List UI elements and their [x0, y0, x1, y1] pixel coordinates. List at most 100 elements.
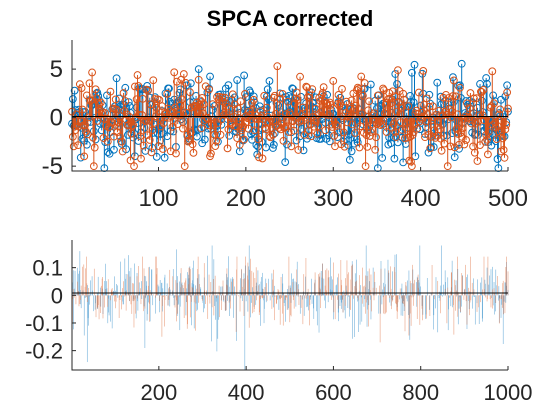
stem-marker — [453, 110, 462, 119]
stem-marker — [184, 137, 193, 146]
stem-marker — [160, 153, 169, 162]
x-tick-label: 800 — [402, 380, 439, 405]
stem-marker — [295, 118, 304, 126]
stem-marker — [342, 97, 351, 106]
stem-marker — [345, 155, 354, 164]
stem-marker — [163, 89, 172, 98]
stem-marker — [332, 122, 341, 130]
stem-marker — [129, 121, 138, 130]
stem-marker — [443, 162, 452, 171]
stem-marker — [427, 143, 436, 152]
stem-marker — [95, 100, 103, 109]
stem-marker — [89, 162, 98, 171]
stem-marker — [172, 149, 180, 158]
y-tick-label: -0.2 — [25, 339, 63, 364]
stem-marker — [339, 128, 348, 137]
stem-marker — [347, 147, 356, 156]
stem-marker — [313, 129, 322, 138]
x-tick-label: 1000 — [484, 380, 533, 405]
stem-marker — [143, 81, 152, 90]
stem-marker — [143, 131, 152, 139]
stem-marker — [489, 91, 498, 100]
stem-marker — [391, 127, 400, 136]
stem-marker — [455, 144, 463, 153]
stem-marker — [133, 71, 142, 79]
stem-marker — [423, 110, 432, 119]
stem-marker — [112, 74, 121, 83]
stem-marker — [235, 140, 244, 149]
stem-marker — [271, 109, 280, 118]
stem-marker — [101, 138, 110, 147]
stem-marker — [267, 115, 276, 124]
stem-marker — [263, 85, 272, 94]
stem-marker — [410, 60, 419, 69]
stem-marker — [217, 115, 226, 124]
stem-marker — [483, 79, 491, 88]
stem-marker — [151, 95, 159, 103]
stem-marker — [82, 140, 91, 149]
bottom-stems — [71, 245, 509, 370]
stem-marker — [249, 95, 258, 104]
stem-marker — [88, 68, 96, 77]
stem-marker — [479, 85, 488, 94]
stem-marker — [171, 103, 180, 112]
stem-marker — [482, 74, 491, 82]
top-ticks: 100 200 300 400 500 5 0 -5 — [42, 56, 528, 212]
stem-marker — [156, 136, 165, 145]
stem-marker — [373, 91, 382, 100]
stem-marker — [112, 105, 121, 114]
stem-marker — [221, 93, 229, 102]
stem-marker — [224, 81, 233, 90]
stem-marker — [137, 154, 145, 163]
stem-marker — [111, 95, 120, 104]
stem-marker — [435, 125, 444, 134]
stem-marker — [413, 124, 422, 133]
stem-marker — [108, 118, 117, 127]
stem-marker — [293, 96, 302, 104]
stem-marker — [90, 143, 99, 152]
stem-marker — [290, 126, 298, 135]
stem-marker — [170, 68, 179, 77]
stem-marker — [398, 125, 407, 134]
stem-marker — [428, 102, 437, 111]
stem-marker — [359, 91, 367, 100]
stem-marker — [175, 88, 184, 97]
stem-marker — [77, 84, 86, 92]
stem-marker — [117, 137, 126, 146]
stem-marker — [254, 135, 263, 144]
stem-marker — [152, 152, 161, 161]
stem-marker — [147, 148, 156, 157]
stem-marker — [91, 85, 100, 94]
stem-marker — [366, 128, 375, 136]
x-tick-label: 400 — [228, 380, 265, 405]
stem-marker — [284, 128, 293, 136]
stem-marker — [470, 94, 478, 103]
stem-marker — [422, 94, 431, 103]
stem-marker — [118, 147, 127, 156]
stem-marker — [400, 95, 408, 104]
stem-marker — [437, 146, 446, 155]
stem-marker — [431, 133, 440, 142]
stem-marker — [330, 131, 339, 140]
stem-marker — [407, 157, 415, 166]
stem-marker — [180, 162, 189, 171]
stem-marker — [228, 90, 237, 99]
stem-marker — [179, 124, 187, 133]
stem-marker — [75, 80, 84, 89]
stem-marker — [407, 162, 416, 171]
stem-marker — [294, 146, 303, 154]
stem-marker — [152, 104, 161, 112]
stem-marker — [449, 73, 457, 82]
stem-marker — [248, 135, 256, 144]
stem-marker — [186, 88, 194, 97]
stem-marker — [305, 93, 314, 102]
stem-marker — [103, 137, 112, 146]
stem-marker — [419, 66, 428, 75]
stem-marker — [103, 114, 111, 123]
stem-marker — [303, 83, 311, 92]
stem-marker — [209, 121, 218, 130]
stem-marker — [321, 126, 330, 135]
stem-marker — [347, 96, 356, 105]
stem-marker — [80, 152, 89, 161]
stem-marker — [68, 132, 77, 141]
